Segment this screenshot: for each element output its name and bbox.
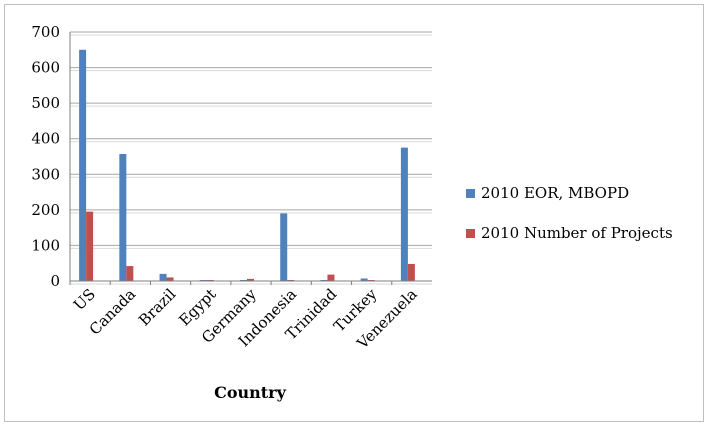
x-axis-title: Country: [214, 383, 286, 402]
bar-0-us: [79, 49, 87, 282]
y-tick-label: 0: [50, 272, 60, 290]
legend: 2010 EOR, MBOPD 2010 Number of Projects: [466, 184, 673, 242]
bar-0-indonesia: [280, 213, 288, 281]
bar-0-venezuela: [400, 147, 408, 281]
bar-0-canada: [119, 154, 127, 281]
legend-swatch: [466, 189, 475, 198]
x-tick-label: Brazil: [135, 285, 179, 329]
axes: 0100200300400500600700USCanadaBrazilEgyp…: [31, 23, 432, 353]
y-tick-label: 600: [31, 59, 60, 77]
y-tick-label: 500: [31, 94, 60, 112]
bar-1-trinidad: [327, 274, 335, 281]
y-tick-label: 100: [31, 236, 60, 254]
legend-entry: 2010 EOR, MBOPD: [481, 184, 629, 202]
y-tick-label: 400: [31, 130, 60, 148]
bars: [79, 49, 415, 282]
y-tick-label: 200: [31, 201, 60, 219]
y-tick-label: 300: [31, 165, 60, 183]
bar-1-brazil: [166, 277, 174, 281]
legend-entry: 2010 Number of Projects: [481, 224, 673, 242]
bar-1-germany: [247, 278, 254, 281]
bar-1-us: [86, 211, 94, 281]
legend-swatch: [466, 229, 475, 238]
bar-1-venezuela: [407, 263, 415, 281]
bar-0-turkey: [360, 278, 368, 281]
y-tick-label: 700: [31, 23, 60, 41]
bar-1-canada: [126, 266, 134, 281]
x-tick-label: US: [70, 285, 99, 314]
bar-0-brazil: [159, 273, 167, 281]
